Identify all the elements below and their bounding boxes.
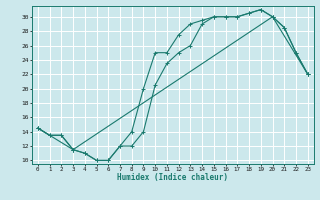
X-axis label: Humidex (Indice chaleur): Humidex (Indice chaleur) <box>117 173 228 182</box>
